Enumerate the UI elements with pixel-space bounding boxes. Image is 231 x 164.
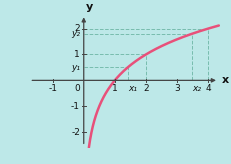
Text: 3: 3 bbox=[173, 84, 179, 93]
Text: -2: -2 bbox=[71, 128, 80, 137]
Text: 2: 2 bbox=[143, 84, 148, 93]
Text: 0: 0 bbox=[74, 84, 80, 93]
Text: 2: 2 bbox=[74, 24, 80, 33]
Text: y: y bbox=[86, 2, 93, 12]
Text: -1: -1 bbox=[71, 102, 80, 111]
Text: x₁: x₁ bbox=[127, 84, 136, 93]
Text: 4: 4 bbox=[204, 84, 210, 93]
Text: x₂: x₂ bbox=[191, 84, 200, 93]
Text: -1: -1 bbox=[48, 84, 57, 93]
Text: y₂: y₂ bbox=[71, 29, 80, 38]
Text: x: x bbox=[221, 75, 228, 85]
Text: 1: 1 bbox=[111, 84, 117, 93]
Text: 1: 1 bbox=[74, 50, 80, 59]
Text: y₁: y₁ bbox=[71, 63, 80, 72]
